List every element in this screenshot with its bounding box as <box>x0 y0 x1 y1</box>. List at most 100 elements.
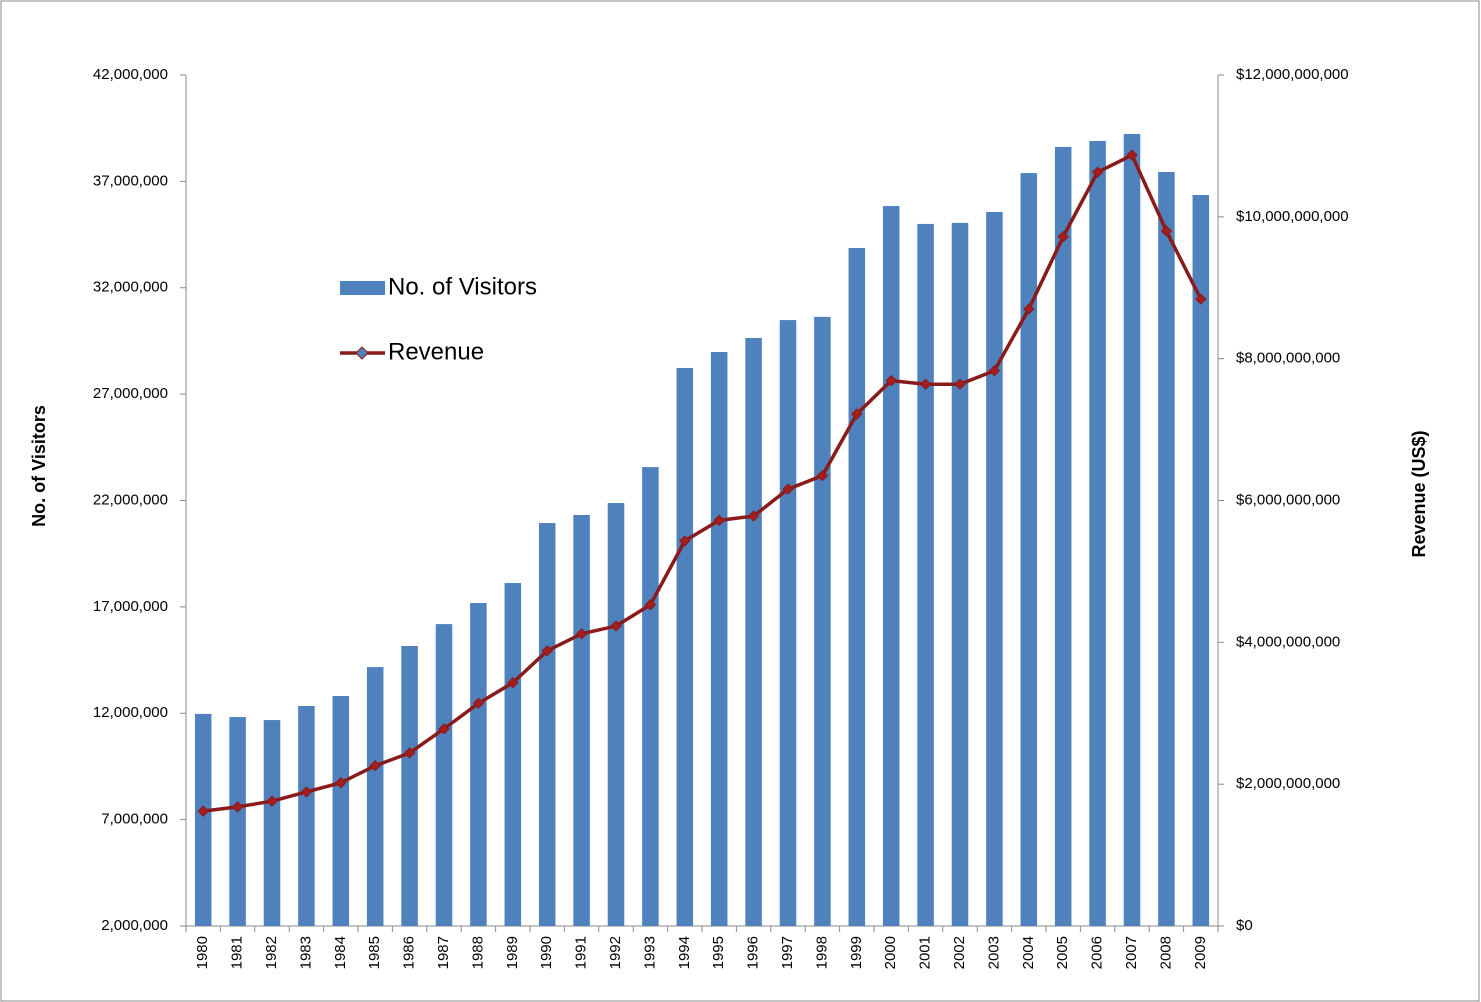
bar <box>573 514 590 926</box>
line-marker <box>507 677 519 689</box>
x-tick-label: 2007 <box>1123 936 1140 969</box>
line-marker <box>851 408 863 420</box>
bar <box>1158 172 1175 926</box>
bar <box>366 667 384 926</box>
x-tick-label: 1983 <box>297 936 314 969</box>
x-tick-label: 1993 <box>641 936 658 969</box>
x-tick-label: 1999 <box>848 936 865 969</box>
line-marker <box>679 535 691 547</box>
x-tick-label: 1992 <box>607 936 624 969</box>
bar <box>676 367 694 926</box>
line-marker <box>713 514 725 527</box>
x-tick-label: 1987 <box>435 936 452 969</box>
line-marker <box>782 483 794 495</box>
x-tick-label: 2000 <box>882 936 899 969</box>
line-marker <box>197 805 209 817</box>
x-tick-label: 1996 <box>745 936 762 969</box>
y2-tick-label: $4,000,000,000 <box>1236 633 1340 650</box>
y-tick-label: 7,000,000 <box>101 811 168 828</box>
x-tick-label: 2006 <box>1089 936 1106 969</box>
y2-axis-title: Revenue (US$) <box>1409 430 1429 557</box>
bar <box>435 624 453 926</box>
x-tick-label: 1981 <box>229 936 246 969</box>
bar <box>332 696 350 926</box>
line-marker <box>885 374 897 387</box>
bar <box>917 223 934 927</box>
line-marker <box>1057 230 1069 243</box>
x-tick-label: 1980 <box>194 936 211 969</box>
x-tick-label: 1984 <box>332 936 349 969</box>
y-tick-label: 32,000,000 <box>93 279 168 296</box>
line-marker <box>300 786 313 798</box>
bar <box>229 717 246 926</box>
bar <box>779 320 797 926</box>
y2-tick-label: $8,000,000,000 <box>1236 350 1340 367</box>
x-tick-label: 2009 <box>1192 936 1209 969</box>
legend-text: Revenue <box>388 338 484 365</box>
x-tick-label: 1988 <box>469 936 486 969</box>
legend-swatch <box>340 281 385 295</box>
line-marker <box>541 645 553 657</box>
x-tick-label: 2005 <box>1054 936 1071 969</box>
x-tick-label: 1994 <box>676 936 693 969</box>
x-tick-label: 1985 <box>366 936 383 969</box>
y-tick-label: 22,000,000 <box>93 491 168 508</box>
legend-marker <box>355 346 369 360</box>
bar <box>710 352 728 926</box>
bar <box>1192 194 1210 927</box>
bar <box>848 247 866 926</box>
x-tick-label: 2002 <box>951 936 968 969</box>
bar <box>1020 173 1038 926</box>
line-marker <box>747 510 760 522</box>
x-tick-label: 2004 <box>1020 936 1037 969</box>
y2-tick-label: $6,000,000,000 <box>1236 491 1340 508</box>
line-marker <box>1023 303 1035 315</box>
x-tick-label: 1991 <box>573 936 590 969</box>
legend-text: No. of Visitors <box>388 273 537 300</box>
bar <box>882 206 900 926</box>
line-marker <box>369 760 381 772</box>
line-marker <box>816 469 829 482</box>
y-tick-label: 12,000,000 <box>93 704 168 721</box>
bar <box>814 316 831 927</box>
line-marker <box>403 747 416 759</box>
x-tick-label: 1989 <box>504 936 521 969</box>
line-marker <box>919 378 932 390</box>
x-tick-label: 1986 <box>401 936 418 969</box>
x-tick-label: 2001 <box>917 936 934 969</box>
y-tick-label: 27,000,000 <box>93 385 168 402</box>
bar <box>401 646 418 926</box>
line <box>202 152 1203 813</box>
bar <box>642 467 659 926</box>
y2-tick-label: $10,000,000,000 <box>1236 208 1349 225</box>
y2-tick-label: $2,000,000,000 <box>1236 775 1340 792</box>
line-marker <box>1160 225 1173 237</box>
line-marker <box>954 378 966 390</box>
line-marker <box>644 599 657 611</box>
y-tick-label: 42,000,000 <box>93 66 168 83</box>
line-marker <box>472 697 485 710</box>
line-marker <box>438 723 450 735</box>
line-marker <box>1195 293 1207 305</box>
line-marker <box>1091 166 1104 178</box>
y2-tick-label: $12,000,000,000 <box>1236 66 1349 83</box>
bar <box>504 583 522 926</box>
bar <box>607 503 625 926</box>
y2-tick-label: $0 <box>1236 917 1253 934</box>
line-marker <box>231 801 244 813</box>
x-tick-label: 1982 <box>263 936 280 969</box>
line-marker <box>1126 149 1138 161</box>
bar <box>538 523 556 926</box>
bar <box>298 706 315 926</box>
bar <box>745 337 762 927</box>
y-tick-label: 37,000,000 <box>93 172 168 189</box>
x-tick-label: 1998 <box>813 936 830 969</box>
bar <box>263 720 281 926</box>
y-axis-title: No. of Visitors <box>29 405 49 527</box>
bar <box>1089 140 1106 926</box>
y-tick-label: 2,000,000 <box>101 917 168 934</box>
line-marker <box>575 628 588 640</box>
bar <box>1054 146 1072 927</box>
